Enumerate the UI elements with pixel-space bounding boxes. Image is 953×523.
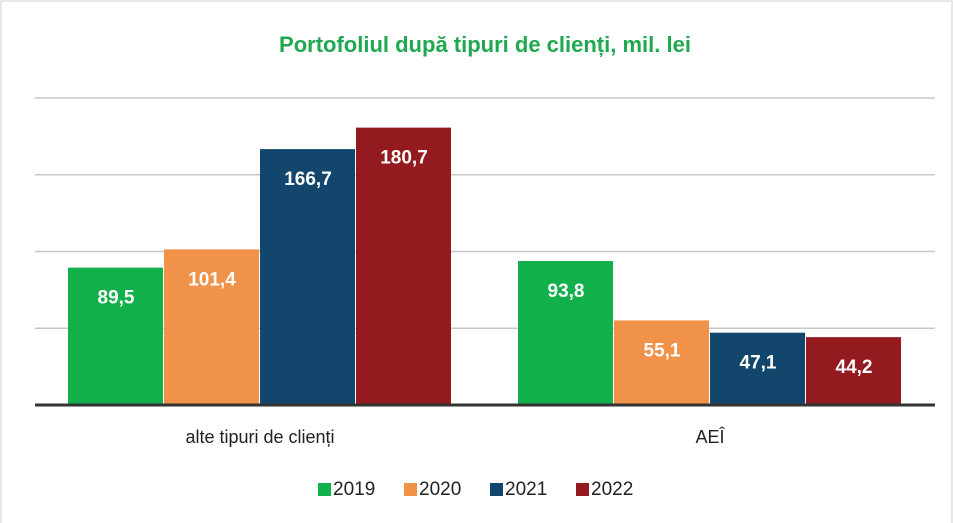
x-tick-label: alte tipuri de clienți <box>185 427 334 447</box>
bar <box>68 267 163 405</box>
data-label: 55,1 <box>644 340 681 361</box>
legend-swatch <box>490 483 503 496</box>
bar <box>356 127 451 406</box>
data-label: 180,7 <box>380 148 428 169</box>
bar <box>710 332 805 405</box>
legend-swatch <box>576 483 589 496</box>
x-tick-label: AEÎ <box>695 427 725 447</box>
data-label: 93,8 <box>548 281 585 302</box>
bar <box>518 261 613 405</box>
legend-label: 2019 <box>333 479 375 500</box>
bar <box>806 337 901 405</box>
bar <box>164 249 259 405</box>
chart-title: Portofoliul după tipuri de clienți, mil.… <box>279 32 691 57</box>
data-label: 101,4 <box>188 269 236 290</box>
bar <box>260 149 355 405</box>
data-label: 47,1 <box>740 353 777 374</box>
data-label: 89,5 <box>98 288 135 309</box>
legend-label: 2022 <box>591 479 633 500</box>
legend-label: 2020 <box>419 479 461 500</box>
legend-swatch <box>318 483 331 496</box>
data-label: 166,7 <box>284 169 332 190</box>
legend-swatch <box>404 483 417 496</box>
data-label: 44,2 <box>836 357 873 378</box>
legend-label: 2021 <box>505 479 547 500</box>
bar <box>614 320 709 405</box>
